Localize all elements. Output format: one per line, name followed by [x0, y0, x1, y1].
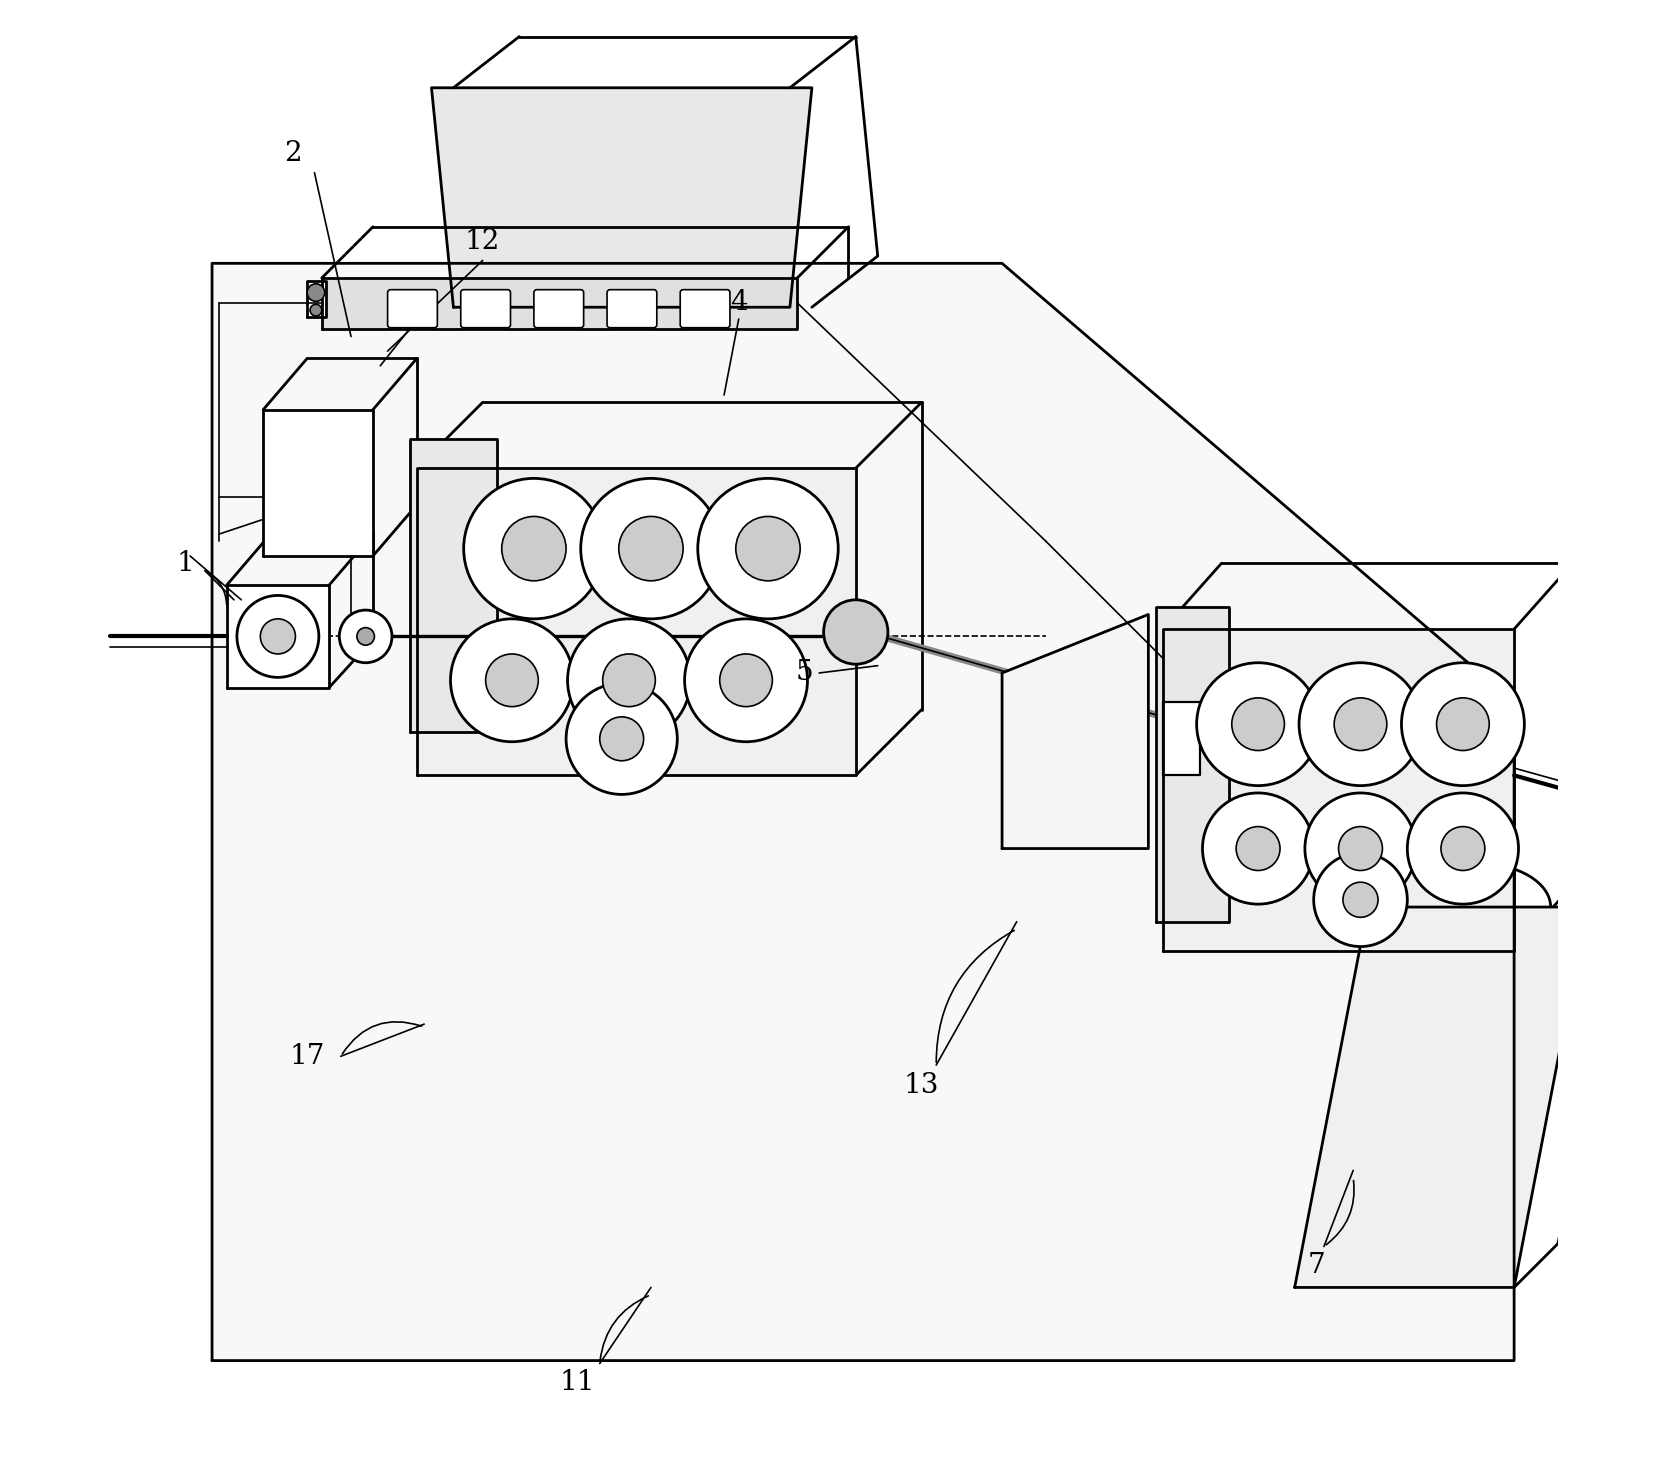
FancyBboxPatch shape [461, 290, 511, 328]
Polygon shape [263, 410, 374, 556]
Circle shape [1339, 827, 1382, 870]
Polygon shape [410, 439, 498, 732]
Circle shape [698, 478, 838, 619]
Text: 4: 4 [731, 290, 747, 316]
Circle shape [339, 610, 392, 663]
Circle shape [486, 654, 539, 707]
Polygon shape [322, 278, 797, 329]
Circle shape [1304, 793, 1417, 904]
Polygon shape [212, 263, 1514, 1361]
Polygon shape [1155, 607, 1228, 922]
Circle shape [1314, 853, 1407, 947]
Circle shape [260, 619, 296, 654]
Text: 12: 12 [464, 228, 501, 255]
Polygon shape [431, 88, 812, 307]
Circle shape [684, 619, 807, 742]
Circle shape [311, 304, 322, 316]
Circle shape [719, 654, 772, 707]
Circle shape [1231, 698, 1284, 751]
Circle shape [1436, 698, 1489, 751]
Circle shape [823, 600, 888, 664]
Circle shape [236, 595, 319, 677]
Circle shape [1342, 882, 1379, 917]
Circle shape [1402, 663, 1524, 786]
Text: 1: 1 [177, 550, 195, 576]
Text: 5: 5 [795, 660, 813, 686]
Circle shape [357, 628, 375, 645]
Text: 17: 17 [289, 1043, 326, 1069]
Circle shape [567, 619, 691, 742]
Circle shape [1299, 663, 1422, 786]
Circle shape [1334, 698, 1387, 751]
Circle shape [503, 516, 565, 581]
Circle shape [1236, 827, 1279, 870]
Text: 13: 13 [904, 1072, 939, 1099]
Polygon shape [1164, 629, 1514, 951]
Polygon shape [417, 468, 856, 775]
FancyBboxPatch shape [534, 290, 584, 328]
Circle shape [736, 516, 800, 581]
Text: 11: 11 [560, 1369, 595, 1396]
Circle shape [451, 619, 574, 742]
FancyBboxPatch shape [607, 290, 656, 328]
FancyBboxPatch shape [679, 290, 731, 328]
Circle shape [1407, 793, 1519, 904]
FancyBboxPatch shape [387, 290, 438, 328]
Circle shape [307, 284, 324, 301]
Circle shape [1441, 827, 1484, 870]
Circle shape [464, 478, 603, 619]
Circle shape [618, 516, 683, 581]
Circle shape [603, 654, 655, 707]
Polygon shape [1002, 614, 1149, 849]
Polygon shape [226, 585, 329, 688]
Circle shape [600, 717, 643, 761]
Polygon shape [307, 281, 326, 317]
Circle shape [580, 478, 721, 619]
Polygon shape [1294, 907, 1587, 1287]
Text: 2: 2 [284, 140, 301, 167]
Polygon shape [1164, 702, 1200, 775]
Circle shape [1197, 663, 1319, 786]
Text: 7: 7 [1308, 1252, 1326, 1279]
Circle shape [1202, 793, 1314, 904]
Circle shape [565, 683, 678, 794]
